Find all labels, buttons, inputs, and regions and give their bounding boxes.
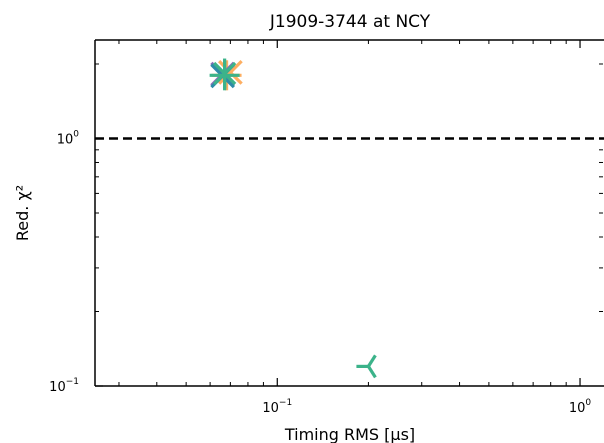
- y-tick-label: 100: [57, 129, 80, 147]
- x-tick-label: 100: [569, 398, 592, 416]
- x-tick-label: 10−1: [262, 398, 292, 416]
- plot-area: 10−1 100 10−1 100: [49, 39, 604, 416]
- data-point-marker: [356, 354, 377, 379]
- chart-title: J1909-3744 at NCY: [269, 12, 431, 32]
- y-tick-label: 10−1: [49, 377, 79, 395]
- data-point-marker: [212, 58, 237, 89]
- data-point-marker: [217, 59, 243, 85]
- x-axis-title: Timing RMS [μs]: [284, 425, 415, 443]
- y-axis-title: Red. χ²: [13, 185, 32, 241]
